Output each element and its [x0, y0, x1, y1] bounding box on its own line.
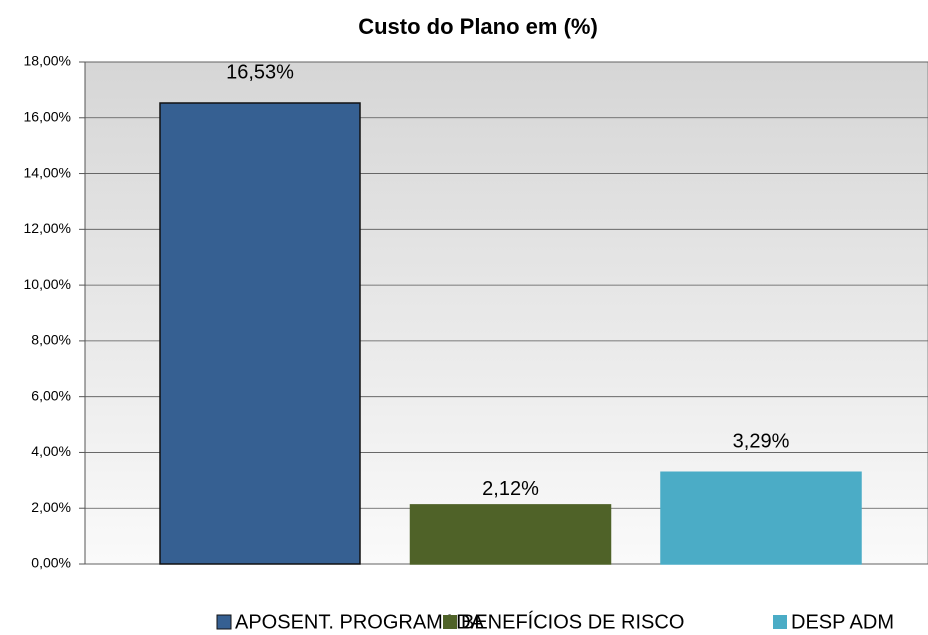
chart-title: Custo do Plano em (%) [358, 14, 598, 39]
data-label: 2,12% [482, 478, 539, 500]
data-label: 3,29% [733, 431, 790, 453]
legend-swatch [773, 615, 787, 629]
bar [409, 504, 612, 565]
legend-label: DESP ADM [791, 611, 894, 633]
y-tick-label: 12,00% [24, 220, 71, 236]
y-tick-label: 0,00% [31, 555, 71, 571]
legend-label: BENEFÍCIOS DE RISCO [461, 610, 684, 633]
y-tick-label: 10,00% [24, 276, 71, 292]
legend-swatch [443, 615, 457, 629]
legend-swatch [216, 614, 232, 630]
y-tick-label: 14,00% [24, 164, 71, 180]
bar [660, 471, 862, 565]
legend-label: APOSENT. PROGRAMADA [235, 611, 485, 633]
data-label: 16,53% [226, 61, 294, 83]
y-tick-label: 4,00% [31, 443, 71, 459]
y-tick-label: 18,00% [24, 53, 71, 69]
y-tick-label: 16,00% [24, 108, 71, 124]
bar [159, 102, 361, 565]
y-tick-label: 6,00% [31, 387, 71, 403]
y-tick-label: 8,00% [31, 332, 71, 348]
y-tick-label: 2,00% [31, 499, 71, 515]
